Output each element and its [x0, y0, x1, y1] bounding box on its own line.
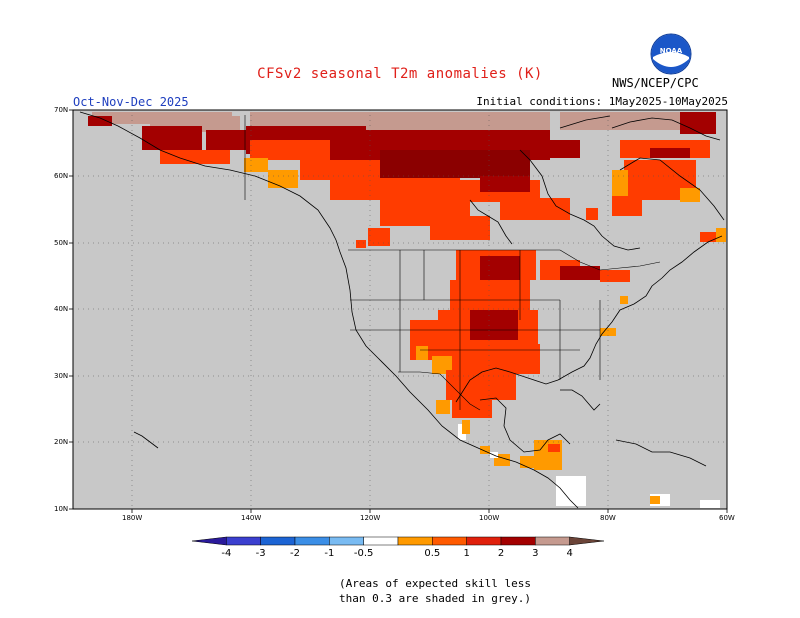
anomaly-cell — [416, 346, 428, 360]
anomaly-cell — [612, 196, 642, 216]
anomaly-cell — [650, 148, 690, 158]
lat-label: 10N — [54, 505, 69, 513]
anomaly-cell — [540, 198, 570, 220]
anomaly-cell — [356, 240, 366, 248]
anomaly-cell — [586, 208, 598, 220]
anomaly-cell — [700, 232, 726, 242]
anomaly-cell — [716, 228, 726, 242]
lat-label: 40N — [54, 305, 69, 313]
lat-label: 60N — [54, 172, 69, 180]
map-title: CFSv2 seasonal T2m anomalies (K) — [257, 66, 543, 82]
color-bar-label: -1 — [324, 548, 335, 559]
anomaly-cell — [436, 400, 450, 414]
anomaly-cell — [600, 270, 630, 282]
credit-label: NWS/NCEP/CPC — [612, 76, 699, 90]
initial-conditions-label: Initial conditions: 1May2025-10May2025 — [476, 95, 728, 108]
noaa-logo-icon: NOAA — [650, 33, 692, 75]
color-bar-segment — [363, 536, 399, 546]
anomaly-cell — [244, 158, 268, 172]
anomaly-cell — [380, 150, 530, 178]
color-bar-label: 0.5 — [424, 548, 441, 559]
anomaly-cell — [440, 344, 540, 374]
color-bar-label: 1 — [463, 548, 470, 559]
color-bar-segment — [226, 536, 261, 546]
anomaly-cell — [470, 310, 518, 340]
anomaly-cell — [680, 112, 716, 134]
anomaly-cell — [620, 296, 628, 304]
color-bar-segment — [397, 536, 433, 546]
coastlines — [79, 111, 725, 509]
anomaly-cell — [548, 444, 560, 452]
anomaly-cell — [160, 150, 230, 164]
color-bar-segment — [191, 536, 227, 546]
lat-lon-ticks — [69, 109, 728, 513]
anomaly-cell — [432, 356, 452, 374]
anomaly-cell — [480, 176, 530, 192]
anomaly-cell — [600, 328, 616, 336]
anomaly-cell — [480, 446, 490, 454]
skill-note-line-1: (Areas of expected skill less — [338, 577, 532, 590]
anomaly-cell — [520, 456, 536, 468]
anomaly-cell — [300, 160, 380, 180]
political-borders — [244, 115, 661, 411]
color-bar-segment — [260, 536, 296, 546]
anomaly-cell — [430, 216, 490, 240]
color-bar-segment — [535, 536, 570, 546]
anomaly-cell — [700, 500, 720, 508]
anomaly-cell — [650, 496, 660, 504]
anomaly-cell — [446, 370, 516, 400]
lon-label: 120W — [360, 514, 381, 522]
color-bar-label: 3 — [532, 548, 539, 559]
lon-label: 180W — [122, 514, 143, 522]
anomaly-cell — [560, 112, 680, 130]
lon-label: 80W — [600, 514, 616, 522]
lat-label: 70N — [54, 106, 69, 114]
anomaly-cell — [368, 228, 390, 246]
anomaly-cell — [612, 170, 628, 200]
lon-label: 100W — [479, 514, 500, 522]
anomaly-cell — [88, 116, 112, 126]
color-bar-label: -2 — [290, 548, 300, 559]
color-bar-label: -4 — [221, 548, 232, 559]
color-bar-segment — [294, 536, 330, 546]
lat-label: 20N — [54, 438, 69, 446]
color-bar-label: 4 — [566, 548, 573, 559]
lon-label: 60W — [719, 514, 735, 522]
lat-label: 50N — [54, 239, 69, 247]
lat-label: 30N — [54, 372, 69, 380]
skill-note: (Areas of expected skill less than 0.3 a… — [0, 576, 800, 606]
noaa-logo-text: NOAA — [660, 47, 683, 55]
lon-label: 140W — [241, 514, 262, 522]
anomaly-cell — [206, 130, 246, 150]
anomaly-cell — [250, 140, 330, 160]
color-bar-segment — [500, 536, 536, 546]
color-bar-segment — [466, 536, 502, 546]
color-bar-segment — [432, 536, 467, 546]
anomaly-cell — [142, 126, 202, 150]
anomaly-cell — [452, 396, 492, 418]
color-bar-label: 2 — [497, 548, 505, 559]
anomaly-cell — [540, 140, 580, 158]
season-label: Oct-Nov-Dec 2025 — [73, 95, 189, 109]
color-bar-label: -0.5 — [353, 548, 374, 559]
graticule — [73, 110, 727, 509]
anomaly-cell — [560, 266, 600, 280]
anomaly-cell — [268, 170, 298, 188]
color-bar-segment — [329, 536, 364, 546]
skill-note-line-2: than 0.3 are shaded in grey.) — [338, 592, 532, 605]
anomaly-cell — [680, 188, 700, 202]
anomaly-cell — [462, 420, 470, 434]
color-bar-segment — [569, 536, 605, 546]
color-bar-label: -3 — [255, 548, 266, 559]
